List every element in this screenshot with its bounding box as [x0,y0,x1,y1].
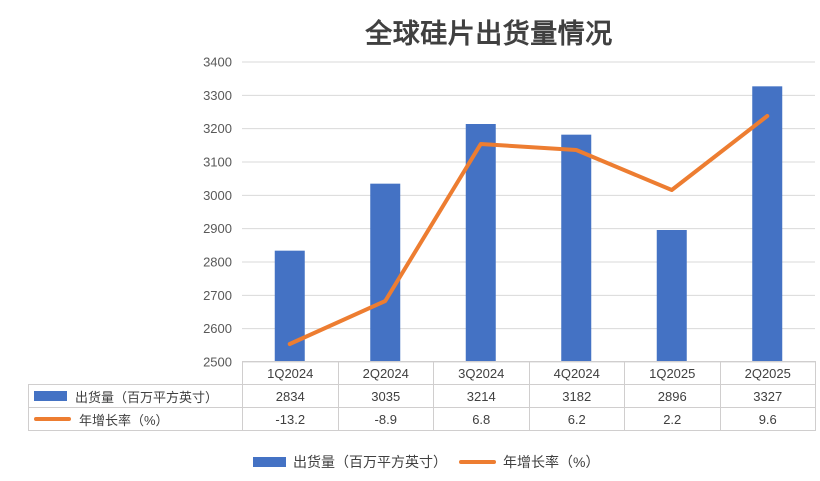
data-table: 1Q2024 2Q2024 3Q2024 4Q2024 1Q2025 2Q202… [28,361,816,431]
shipments-swatch-icon [253,457,286,467]
chart-legend: 出货量（百万平方英寸） 年增长率（%） [253,452,599,472]
y-axis-tick-label: 3400 [203,55,232,70]
category-label: 1Q2024 [242,361,339,385]
y-axis-tick-label: 2800 [203,255,232,270]
table-cell-growth-rate: -8.9 [337,407,434,431]
category-label: 4Q2024 [528,361,625,385]
category-label: 3Q2024 [433,361,530,385]
table-row-growth-rate: 年增长率（%） -13.2 -8.9 6.8 6.2 2.2 9.6 [28,407,816,431]
y-axis-tick-label: 2500 [203,355,232,370]
table-cell-shipments: 3214 [433,384,530,408]
bar-4q2024 [561,134,592,362]
category-label: 2Q2024 [337,361,434,385]
row-header-growth-rate: 年增长率（%） [28,407,243,431]
y-axis-tick-label: 3000 [203,188,232,203]
table-cell-shipments: 3327 [719,384,816,408]
category-label: 1Q2025 [624,361,721,385]
bar-2q2024 [370,183,401,362]
table-cell-growth-rate: 9.6 [719,407,816,431]
growth-rate-swatch-icon [459,460,496,464]
bar-2q2025 [752,86,783,362]
table-row-shipments: 出货量（百万平方英寸） 2834 3035 3214 3182 2896 332… [28,384,816,408]
y-axis-tick-label: 3100 [203,155,232,170]
y-axis-tick-label: 3200 [203,121,232,136]
shipments-legend-key-icon [34,391,67,401]
y-axis-tick-label: 2700 [203,288,232,303]
legend-label-shipments: 出货量（百万平方英寸） [293,454,447,470]
table-cell-growth-rate: -13.2 [242,407,339,431]
row-header-shipments: 出货量（百万平方英寸） [28,384,243,408]
table-cell-growth-rate: 6.8 [433,407,530,431]
category-label: 2Q2025 [719,361,816,385]
growth-rate-line [287,114,770,346]
table-cell-growth-rate: 6.2 [528,407,625,431]
legend-item-growth-rate: 年增长率（%） [459,452,599,472]
legend-item-shipments: 出货量（百万平方英寸） [253,452,447,472]
row-header-growth-rate-label: 年增长率（%） [79,412,169,428]
table-cell-shipments: 2834 [242,384,339,408]
table-cell-shipments: 3182 [528,384,625,408]
legend-label-growth-rate: 年增长率（%） [503,454,600,470]
row-header-shipments-label: 出货量（百万平方英寸） [75,389,219,405]
bar-1q2025 [656,230,687,362]
table-row-categories: 1Q2024 2Q2024 3Q2024 4Q2024 1Q2025 2Q202… [29,361,816,385]
table-corner-cell [29,362,243,385]
chart-title: 全球硅片出货量情况 [365,19,613,49]
y-axis-tick-label: 3300 [203,88,232,103]
y-axis-tick-label: 2600 [203,321,232,336]
table-cell-shipments: 3035 [337,384,434,408]
growth-rate-legend-key-icon [34,417,71,421]
table-cell-shipments: 2896 [624,384,721,408]
y-axis-tick-label: 2900 [203,221,232,236]
table-cell-growth-rate: 2.2 [624,407,721,431]
